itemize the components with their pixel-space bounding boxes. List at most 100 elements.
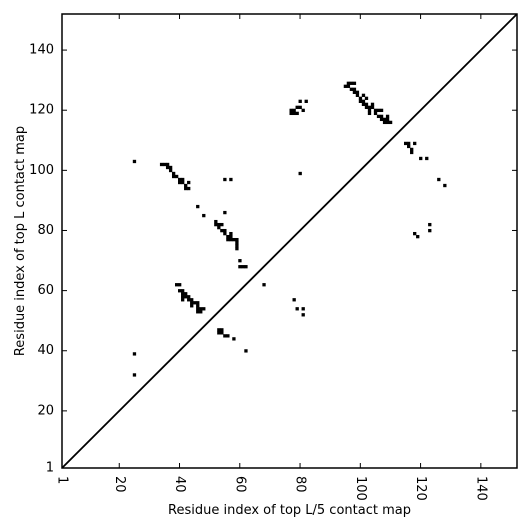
contact-point	[361, 99, 366, 103]
contact-point	[358, 96, 363, 100]
contact-point	[370, 102, 375, 107]
contact-point	[217, 328, 221, 332]
contact-point	[244, 349, 248, 353]
contact-point	[298, 171, 302, 176]
contact-point	[184, 295, 188, 299]
contact-point	[355, 93, 360, 97]
contact-point	[295, 307, 299, 311]
contact-point	[202, 307, 206, 311]
contact-point	[349, 87, 354, 91]
contact-point	[235, 247, 239, 251]
contact-point	[376, 108, 381, 113]
contact-point	[238, 265, 242, 269]
contact-point	[352, 81, 357, 85]
contact-point	[223, 210, 227, 215]
contact-point	[364, 105, 369, 110]
y-tick-label: 40	[37, 343, 54, 358]
contact-point	[388, 120, 393, 125]
contact-point	[214, 222, 218, 227]
contact-point	[413, 141, 417, 146]
contact-point	[301, 313, 305, 317]
contact-point	[190, 301, 194, 305]
contact-point	[295, 105, 299, 110]
contact-point	[385, 117, 390, 122]
contact-point	[428, 228, 432, 233]
y-tick-label: 120	[29, 103, 54, 118]
x-tick-label: 20	[112, 476, 127, 493]
contact-point	[364, 102, 369, 107]
contact-point	[199, 310, 203, 314]
contact-point	[370, 105, 375, 110]
contact-point	[292, 298, 296, 302]
contact-point	[289, 108, 293, 113]
contact-point	[379, 108, 384, 113]
contact-point	[425, 156, 429, 161]
contact-point	[437, 177, 441, 182]
contact-point	[361, 93, 366, 97]
contact-point	[262, 283, 266, 287]
contact-point	[226, 234, 230, 239]
contact-point	[159, 162, 164, 167]
contact-point	[168, 165, 173, 170]
contact-point	[178, 283, 182, 287]
contact-point	[196, 310, 200, 314]
contact-point	[229, 231, 233, 236]
contact-point	[132, 352, 137, 356]
contact-point	[223, 334, 227, 338]
contact-point	[410, 147, 414, 152]
contact-point	[178, 289, 182, 293]
contact-point	[373, 111, 378, 116]
contact-point	[376, 114, 381, 119]
contact-point	[244, 265, 248, 269]
contact-point	[410, 150, 414, 155]
y-tick-label: 80	[37, 223, 54, 238]
contact-point	[232, 337, 236, 341]
contact-point	[217, 222, 221, 227]
contact-point	[226, 334, 230, 338]
contact-point	[202, 213, 206, 218]
contact-point	[301, 108, 305, 113]
contact-point	[289, 111, 293, 116]
contact-point	[214, 219, 218, 224]
contact-point	[419, 156, 423, 161]
contact-point	[298, 105, 302, 110]
contact-point	[171, 174, 176, 179]
contact-point	[241, 265, 245, 269]
contact-point	[358, 99, 363, 103]
contact-point	[379, 114, 384, 119]
contact-point	[367, 111, 372, 116]
contact-point	[181, 298, 185, 302]
contact-point	[187, 295, 191, 299]
contact-point	[382, 120, 387, 125]
x-tick-label: 80	[293, 476, 308, 493]
contact-point	[223, 177, 227, 182]
contact-point	[190, 298, 194, 302]
contact-point	[407, 144, 411, 149]
contact-point	[193, 301, 197, 305]
contact-point	[187, 180, 191, 185]
contact-point	[199, 307, 203, 311]
contact-point	[235, 244, 239, 248]
contact-point	[217, 331, 221, 335]
contact-point	[175, 174, 179, 179]
contact-point	[385, 120, 390, 125]
contact-point	[229, 234, 233, 239]
contact-point	[349, 81, 354, 85]
contact-point	[181, 177, 185, 182]
contact-point	[196, 301, 200, 305]
contact-point	[413, 231, 417, 236]
contact-point	[178, 180, 182, 185]
y-tick-label: 20	[37, 403, 54, 418]
x-axis-label: Residue index of top L/5 contact map	[168, 503, 411, 518]
contact-point	[223, 231, 227, 236]
contact-point	[171, 171, 176, 176]
contact-point	[346, 81, 351, 85]
contact-point	[220, 328, 224, 332]
contact-point	[175, 283, 179, 287]
contact-point	[232, 237, 236, 242]
contact-point	[162, 162, 167, 167]
x-tick-label: 60	[232, 476, 247, 493]
x-tick-label: 1	[55, 476, 70, 484]
